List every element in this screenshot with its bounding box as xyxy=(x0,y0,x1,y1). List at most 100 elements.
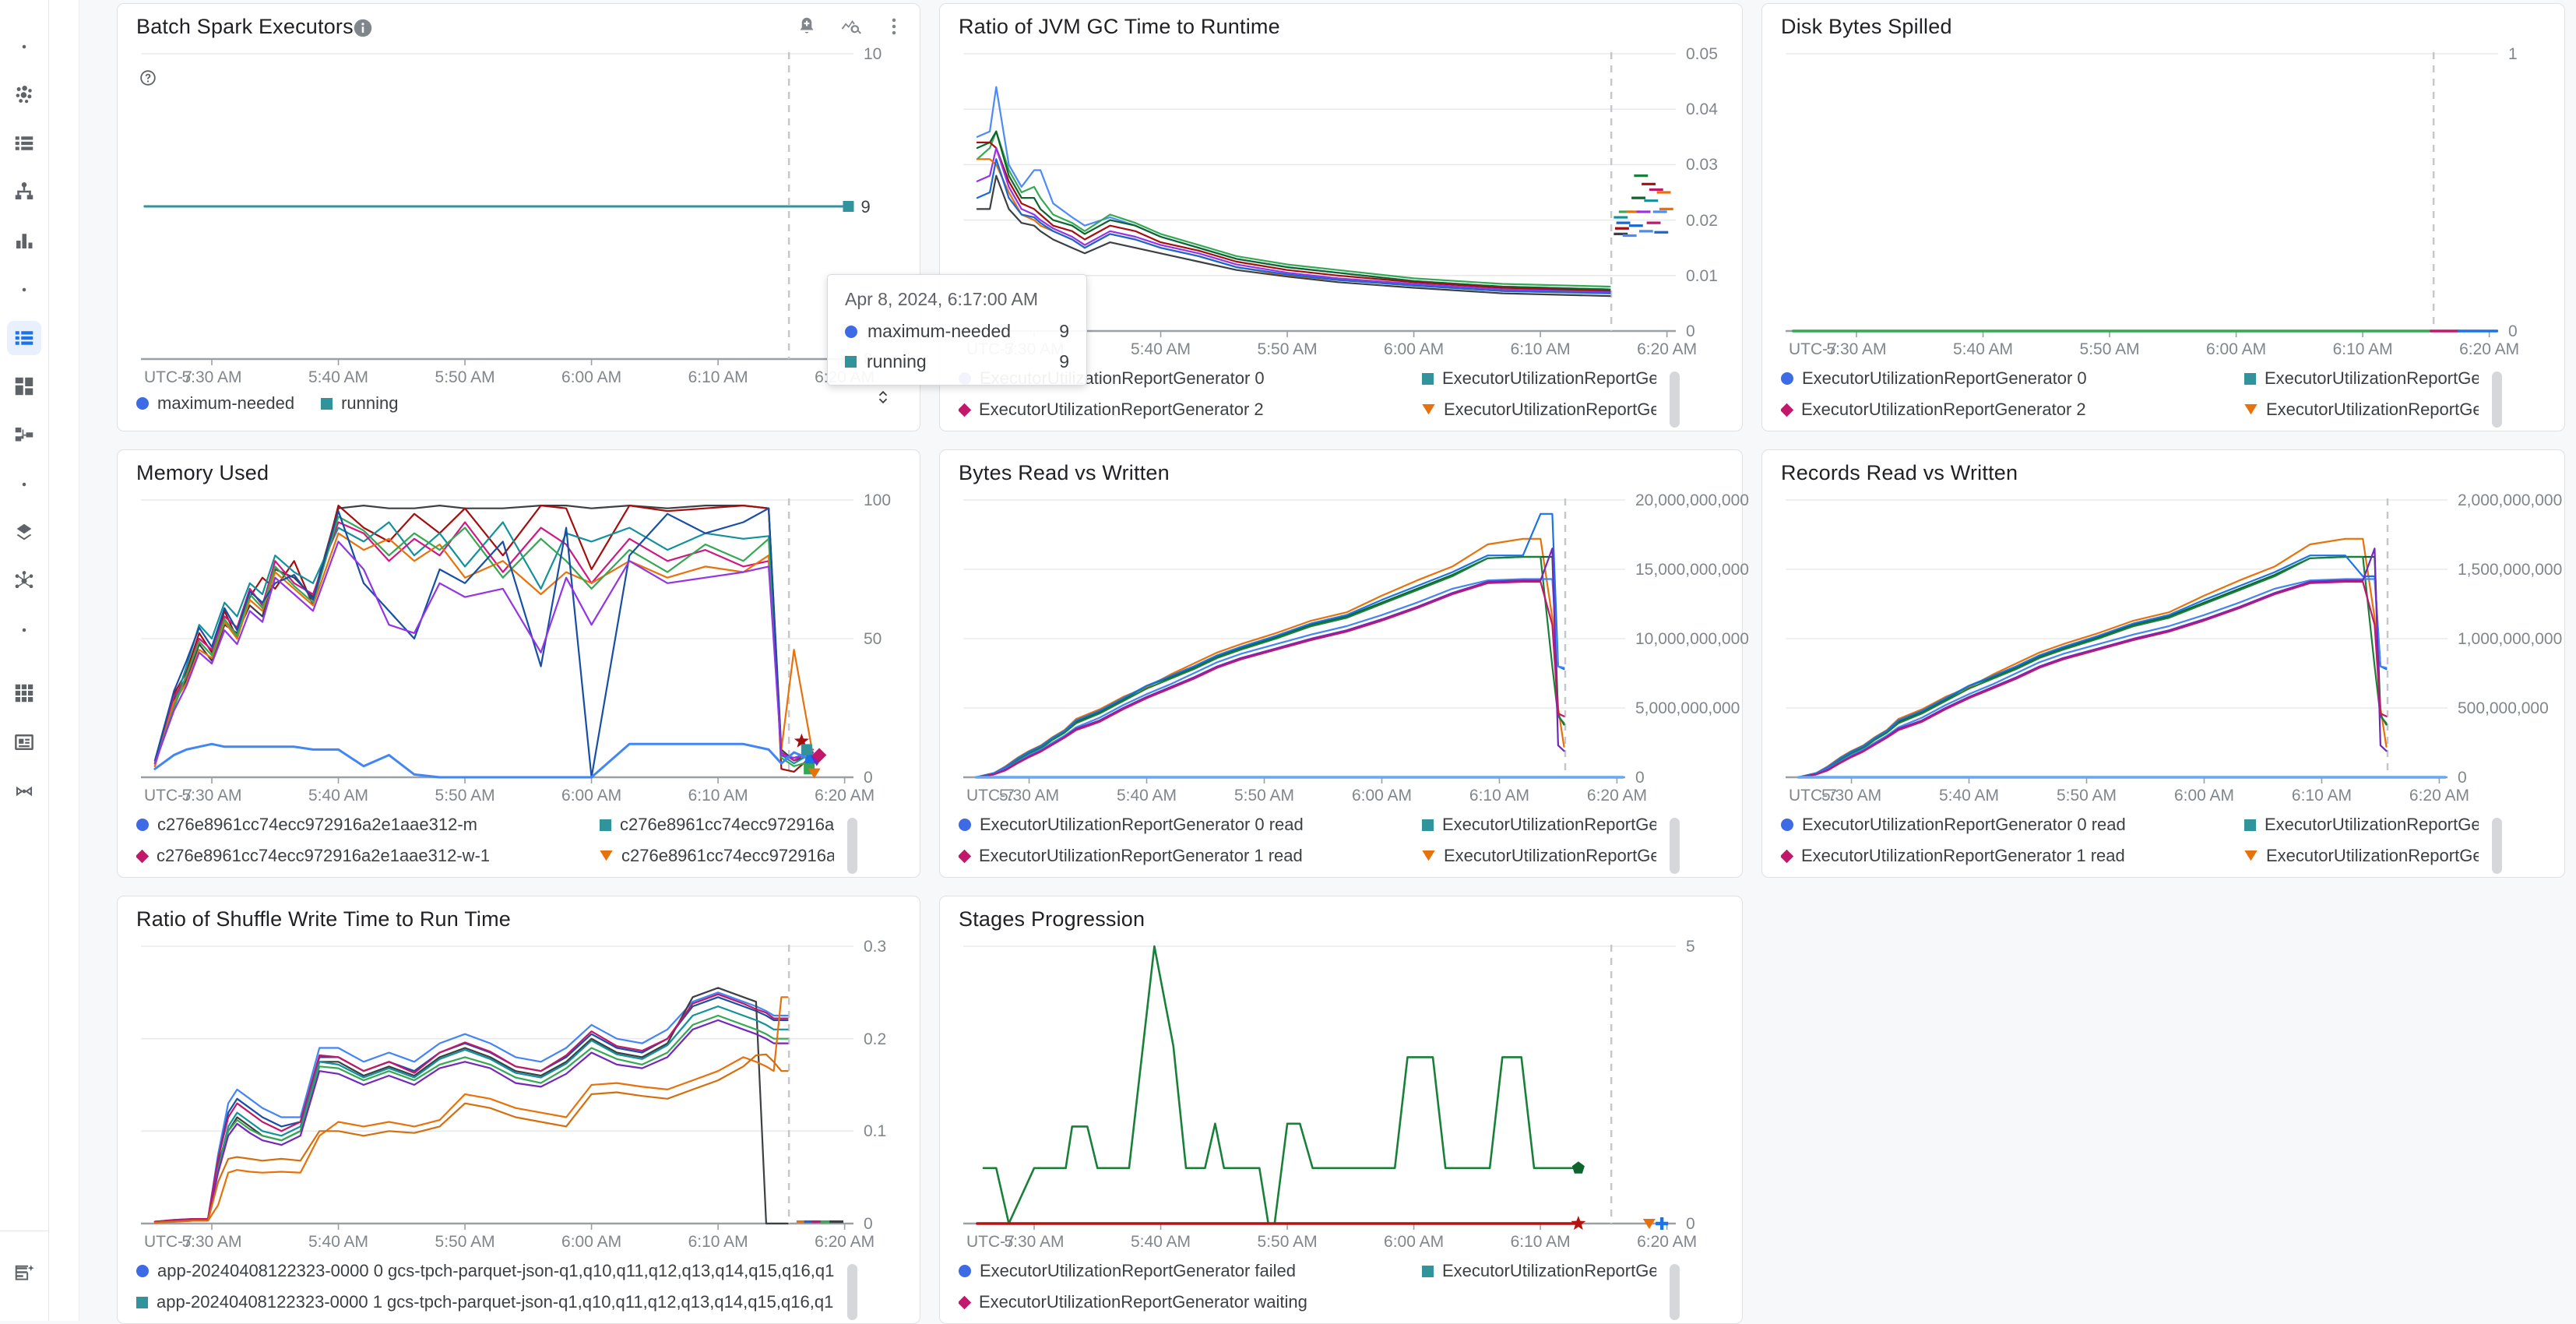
legend-label: ExecutorUtilizationReportGenerator faile… xyxy=(980,1261,1296,1280)
layers-icon xyxy=(12,521,36,544)
chart-legend: ExecutorUtilizationReportGenerator 0 Exec… xyxy=(959,368,1656,420)
y-tick-label: 0.04 xyxy=(1686,100,1718,119)
x-tick-label: 5:50 AM xyxy=(1257,1233,1318,1251)
panel-shuffle-write-ratio: Ratio of Shuffle Write Time to Run Time … xyxy=(117,896,920,1324)
legend-item[interactable]: ExecutorUtilizationReportGenerator 0 rea… xyxy=(959,815,1391,835)
legend-scrollbar[interactable] xyxy=(847,1264,857,1320)
plot-area[interactable] xyxy=(118,450,920,787)
x-tick-label: 6:10 AM xyxy=(688,1233,748,1251)
legend-item[interactable]: maximum-needed xyxy=(136,393,294,414)
legend-item[interactable]: ExecutorUtilizationReportGenerator 1 xyxy=(1422,368,1656,389)
x-tick-label: 5:30 AM xyxy=(999,787,1060,805)
legend-item[interactable]: ExecutorUtilizationReportGenerator 4 xyxy=(1422,400,1656,420)
sidebar-item-dot-2[interactable] xyxy=(7,273,41,307)
legend-item[interactable]: ExecutorUtilizationReportGenerator waiti… xyxy=(959,1292,1391,1312)
legend-item[interactable]: ExecutorUtilizationReportGenerator 1 wri… xyxy=(2244,846,2479,866)
sidebar-item-workflows[interactable] xyxy=(7,418,41,452)
sidebar-item-network[interactable] xyxy=(7,564,41,598)
legend-item[interactable]: ExecutorUtilizationReportGenerator 2 xyxy=(959,400,1391,420)
x-tick-label: 5:40 AM xyxy=(308,368,369,386)
legend-item[interactable]: ExecutorUtilizationReportGenerator 2 xyxy=(1781,400,2213,420)
x-tick-label: 6:00 AM xyxy=(1384,1233,1445,1251)
sidebar-item-dashboard[interactable] xyxy=(7,369,41,403)
legend-item[interactable]: running xyxy=(321,393,398,414)
more-options-icon[interactable] xyxy=(882,15,906,42)
legend-item[interactable]: ExecutorUtilizationReportGenerator 1 wri… xyxy=(1422,846,1656,866)
panel-header: Records Read vs Written xyxy=(1762,450,2564,494)
legend-swatch-triangle-down xyxy=(1422,850,1435,861)
info-icon[interactable] xyxy=(351,16,375,44)
legend-item[interactable]: ExecutorUtilizationReportGenerator 1 xyxy=(2244,368,2479,389)
legend-item[interactable]: ExecutorUtilizationReportGenerator faile… xyxy=(959,1261,1391,1281)
legend-item[interactable]: ExecutorUtilizationReportGenerator 0 wri… xyxy=(2244,815,2479,835)
legend-label: ExecutorUtilizationReportGenerator 0 rea… xyxy=(1802,815,2126,834)
legend-swatch-triangle-down xyxy=(600,850,613,861)
explore-chart-icon[interactable] xyxy=(839,15,862,42)
legend-swatch-square xyxy=(600,819,611,831)
y-tick-label: 0 xyxy=(864,1215,873,1233)
legend-swatch-circle xyxy=(959,1265,971,1277)
y-tick-label: 1,000,000,000 xyxy=(2458,630,2563,648)
legend-item[interactable]: ExecutorUtilizationReportGenerator 0 rea… xyxy=(1781,815,2213,835)
tooltip-series-value: 9 xyxy=(1059,351,1069,371)
legend-item[interactable]: c276e8961cc74ecc972916a2e1aae312-w-1 xyxy=(136,846,568,866)
sidebar-item-hierarchy[interactable] xyxy=(7,174,41,209)
plot-area[interactable] xyxy=(940,450,1742,787)
legend-item[interactable]: c276e8961cc74ecc972916a2e1aae312-w-2 xyxy=(600,846,834,866)
sidebar-item-article[interactable] xyxy=(7,725,41,759)
legend-swatch-square xyxy=(2244,819,2256,831)
sidebar-item-dot-3[interactable] xyxy=(7,467,41,502)
legend-scrollbar[interactable] xyxy=(2492,371,2502,428)
legend-item[interactable]: app-20240408122323-0000 1 gcs-tpch-parqu… xyxy=(136,1292,834,1312)
x-tick-label: 6:10 AM xyxy=(1469,787,1529,805)
sidebar-item-layers[interactable] xyxy=(7,516,41,550)
legend-label: ExecutorUtilizationReportGenerator 0 wri… xyxy=(2265,815,2479,834)
sidebar-item-dot-1[interactable] xyxy=(7,30,41,64)
panel-title: Batch Spark Executors xyxy=(136,15,354,38)
sidebar-item-metrics[interactable] xyxy=(7,224,41,258)
legend-item[interactable]: ExecutorUtilizationReportGenerator 1 rea… xyxy=(1781,846,2213,866)
panel-batch-spark-executors: Batch Spark Executors 9 108 UTC-75:30 AM… xyxy=(117,3,920,431)
legend-item[interactable]: c276e8961cc74ecc972916a2e1aae312-w-0 xyxy=(600,815,834,835)
legend-scrollbar[interactable] xyxy=(847,818,857,874)
legend-item[interactable]: ExecutorUtilizationReportGenerator runni… xyxy=(1422,1261,1656,1281)
legend-item[interactable]: ExecutorUtilizationReportGenerator 0 wri… xyxy=(1422,815,1656,835)
x-tick-label: 5:30 AM xyxy=(1821,787,1882,805)
legend-label: c276e8961cc74ecc972916a2e1aae312-m xyxy=(157,815,478,834)
list-icon xyxy=(12,132,36,155)
legend-scrollbar[interactable] xyxy=(1670,371,1680,428)
legend-item[interactable]: ExecutorUtilizationReportGenerator 0 xyxy=(1781,368,2213,389)
sidebar-item-apps-grid[interactable] xyxy=(7,676,41,710)
y-tick-label: 2,000,000,000 xyxy=(2458,491,2563,509)
utc-offset-label: UTC-7 xyxy=(144,1233,192,1251)
plot-area[interactable] xyxy=(118,896,920,1233)
x-tick-label: 6:20 AM xyxy=(815,1233,875,1251)
legend-label: app-20240408122323-0000 1 gcs-tpch-parqu… xyxy=(157,1292,834,1312)
sidebar-item-batches[interactable] xyxy=(7,321,41,355)
x-tick-label: 5:40 AM xyxy=(308,787,369,805)
legend-item[interactable]: ExecutorUtilizationReportGenerator 4 xyxy=(2244,400,2479,420)
legend-item[interactable]: c276e8961cc74ecc972916a2e1aae312-m xyxy=(136,815,568,835)
legend-label: ExecutorUtilizationReportGenerator 0 xyxy=(1802,368,2087,388)
chart-legend: ExecutorUtilizationReportGenerator 0 Exec… xyxy=(1781,368,2479,420)
tooltip-series-label: maximum-needed xyxy=(867,321,1012,341)
legend-item[interactable]: app-20240408122323-0000 0 gcs-tpch-parqu… xyxy=(136,1261,834,1281)
sidebar-item-clusters[interactable] xyxy=(7,78,41,112)
legend-scrollbar[interactable] xyxy=(1670,1264,1680,1320)
sidebar-item-dot-4[interactable] xyxy=(7,613,41,647)
legend-swatch-diamond xyxy=(959,849,972,863)
sidebar-item-release-notes[interactable] xyxy=(7,1257,41,1291)
plot-area[interactable]: 9 xyxy=(118,4,920,368)
sidebar-item-jobs-list[interactable] xyxy=(7,126,41,160)
plot-area[interactable] xyxy=(1762,450,2564,787)
legend-scrollbar[interactable] xyxy=(1670,818,1680,874)
plot-area[interactable] xyxy=(940,896,1742,1233)
unfold-icon[interactable] xyxy=(873,387,893,411)
legend-swatch-diamond xyxy=(959,403,972,417)
add-alert-icon[interactable] xyxy=(795,15,818,42)
legend-scrollbar[interactable] xyxy=(2492,818,2502,874)
plot-area[interactable] xyxy=(1762,4,2564,340)
legend-item[interactable]: ExecutorUtilizationReportGenerator 1 rea… xyxy=(959,846,1391,866)
help-icon[interactable] xyxy=(138,68,158,92)
sidebar-item-dataflow[interactable] xyxy=(7,774,41,808)
